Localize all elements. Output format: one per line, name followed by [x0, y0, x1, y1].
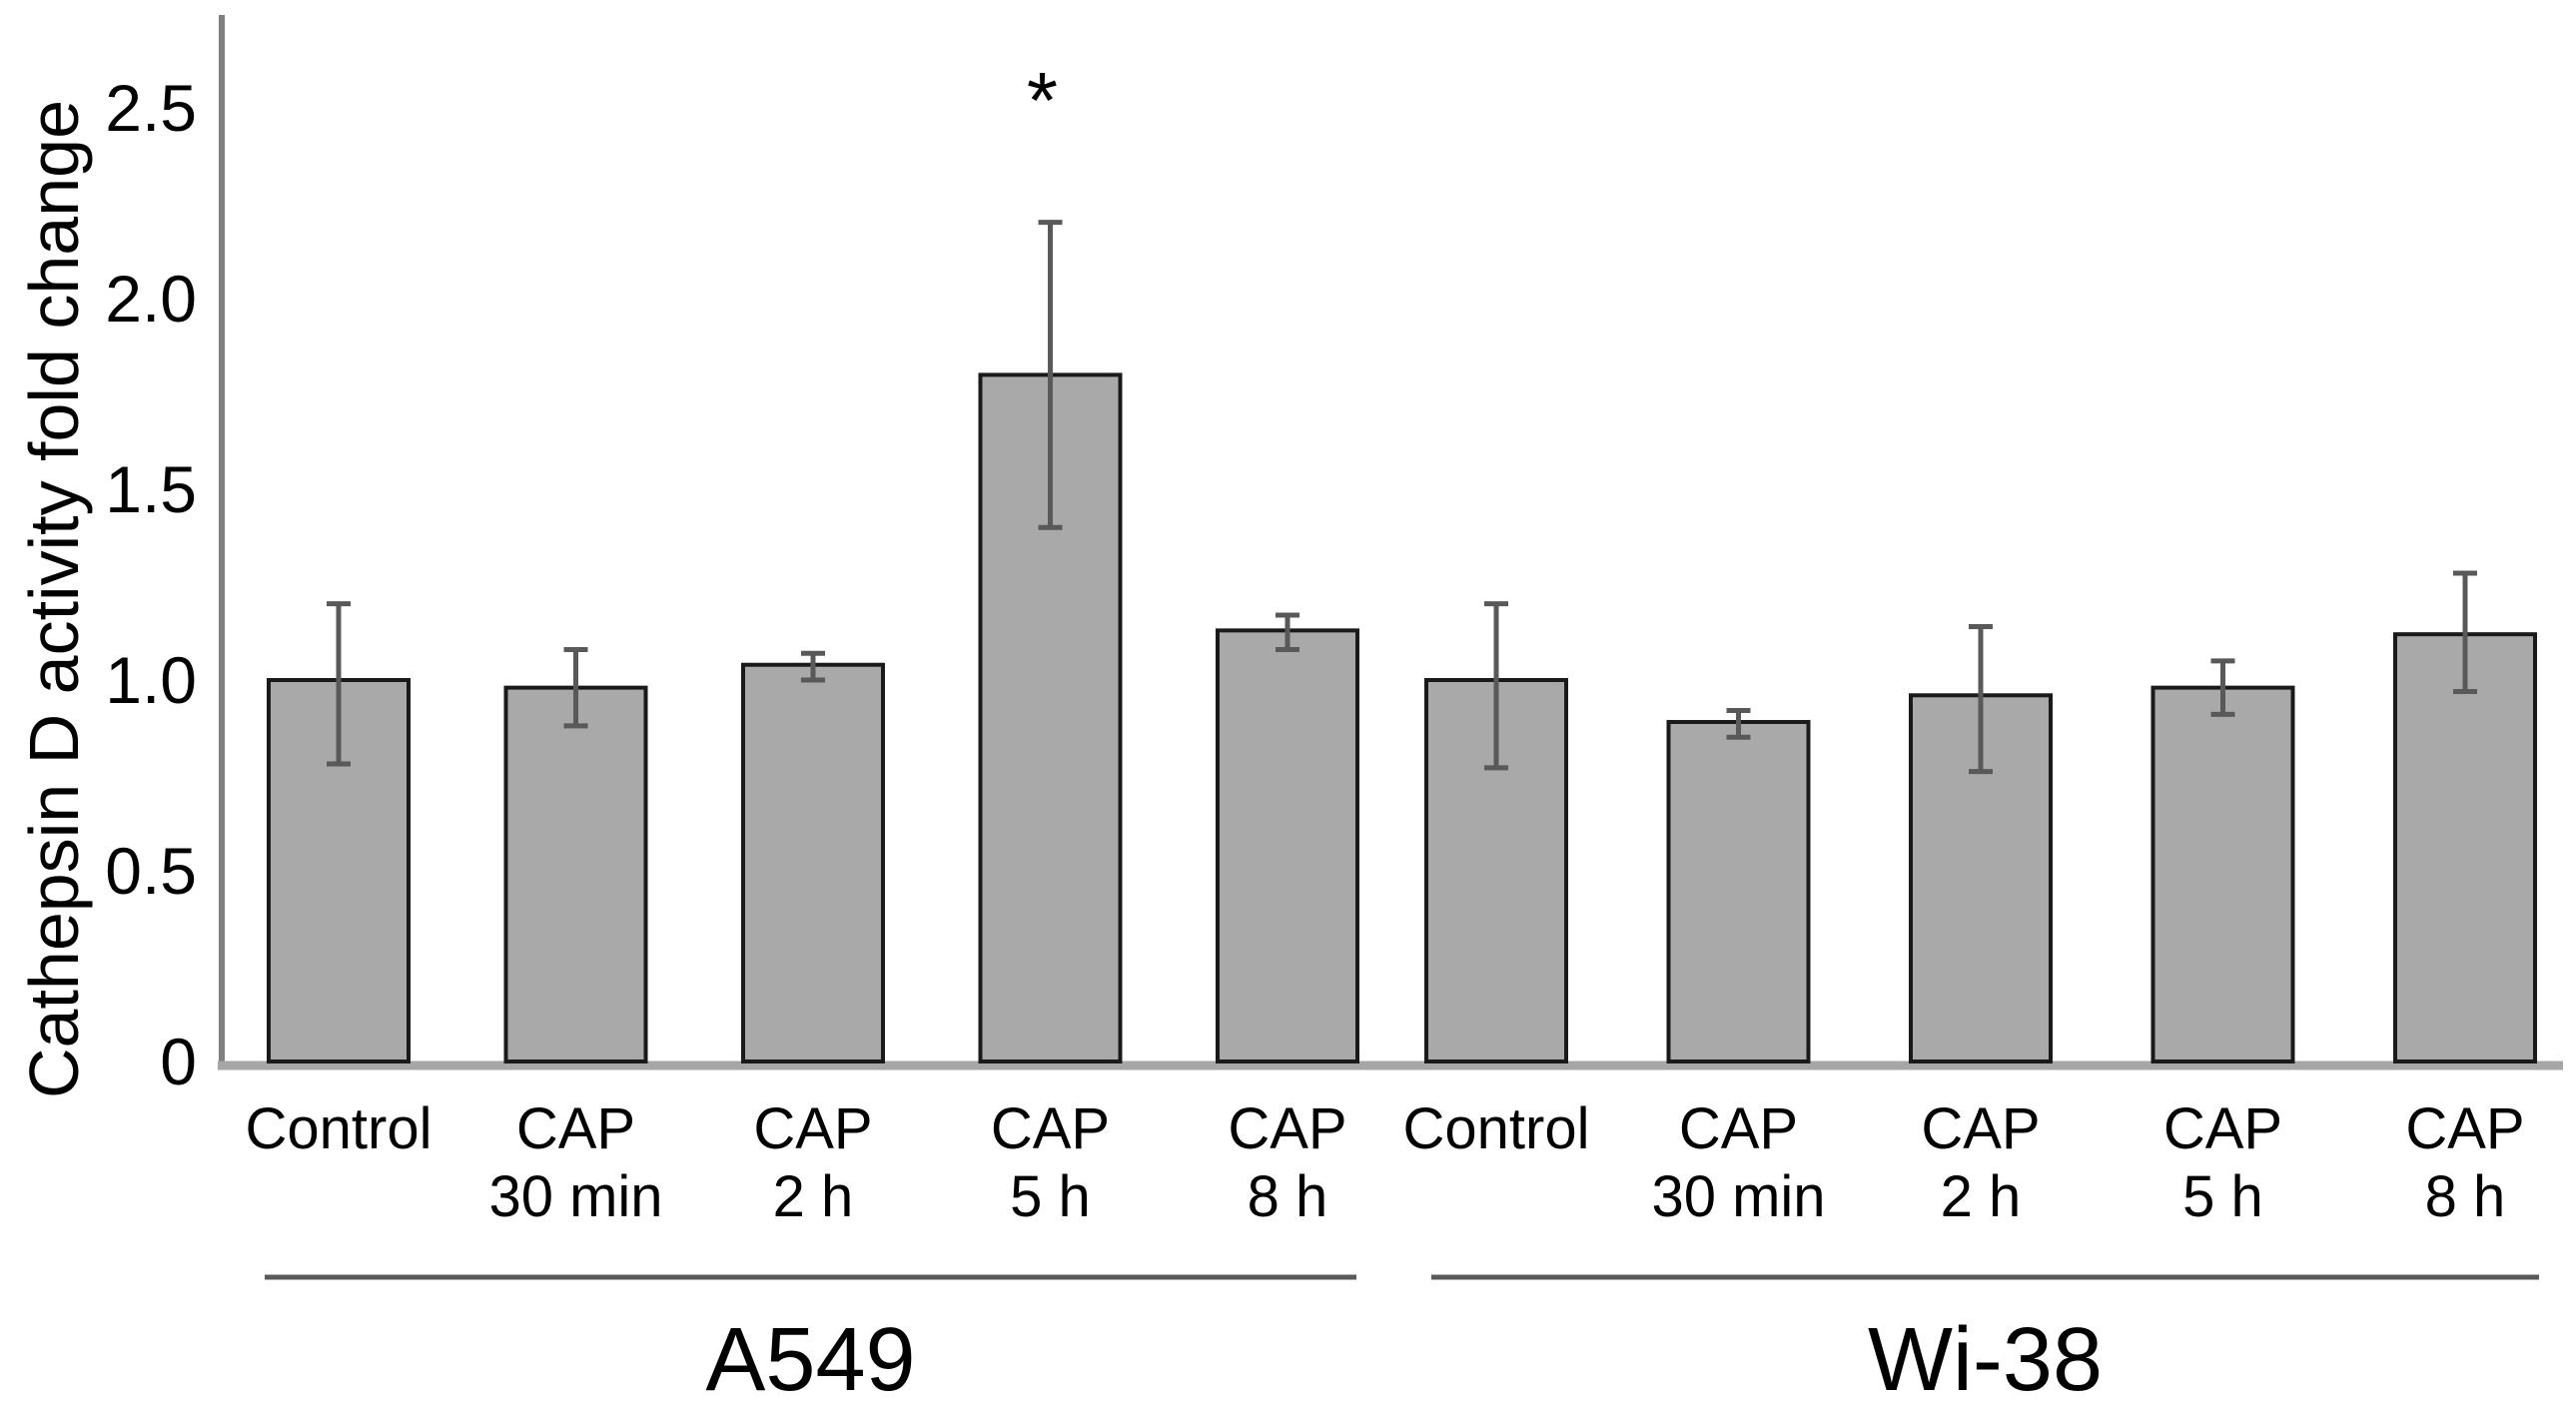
- x-category-label: Control: [1403, 1096, 1590, 1161]
- x-category-label: Control: [246, 1096, 432, 1161]
- x-category-label: CAP 30 min: [488, 1096, 662, 1229]
- y-tick-label: 1.0: [105, 643, 197, 717]
- error-bar: [1038, 220, 1063, 530]
- y-tick-label: 0.5: [105, 834, 197, 908]
- x-category-label: CAP 5 h: [2163, 1096, 2282, 1229]
- y-tick-label: 1.5: [105, 452, 197, 526]
- y-axis-title: Cathepsin D activity fold change: [15, 100, 93, 1098]
- error-bar: [2453, 570, 2477, 694]
- x-category-label: CAP 2 h: [1921, 1096, 2040, 1229]
- significance-marker: *: [1027, 56, 1058, 145]
- y-tick-label: 2.0: [105, 262, 197, 336]
- error-bar: [1484, 601, 1508, 771]
- y-tick-label: 0: [160, 1025, 197, 1098]
- x-category-label: CAP 2 h: [753, 1096, 872, 1229]
- x-category-label: CAP 8 h: [2405, 1096, 2524, 1229]
- error-bar: [1276, 612, 1299, 652]
- bar: [2150, 685, 2295, 1063]
- y-tick-label: 2.5: [105, 71, 197, 145]
- error-bar: [801, 650, 825, 683]
- error-bar: [1969, 624, 1993, 775]
- bar: [503, 685, 648, 1063]
- error-bar: [1726, 708, 1751, 740]
- bar: [2393, 632, 2537, 1063]
- x-category-label: CAP 5 h: [991, 1096, 1110, 1229]
- group-wi-38: Control CAP 30 min CAP 2 h CAP 5 h CAP 8 h Wi-38: [1403, 570, 2539, 1409]
- bar: [741, 662, 885, 1063]
- x-category-label: CAP 8 h: [1228, 1096, 1346, 1229]
- bar: [1666, 720, 1811, 1064]
- error-bar: [2210, 658, 2235, 717]
- error-bar: [327, 601, 351, 767]
- group-a549: Control CAP 30 min CAP 2 h * CAP 5 h CAP 8 h A549: [246, 56, 1359, 1409]
- bar: [1216, 628, 1359, 1064]
- group-label: A549: [705, 1310, 915, 1409]
- error-bar: [563, 646, 588, 729]
- x-category-label: CAP 30 min: [1651, 1096, 1825, 1229]
- group-label: Wi-38: [1868, 1310, 2103, 1409]
